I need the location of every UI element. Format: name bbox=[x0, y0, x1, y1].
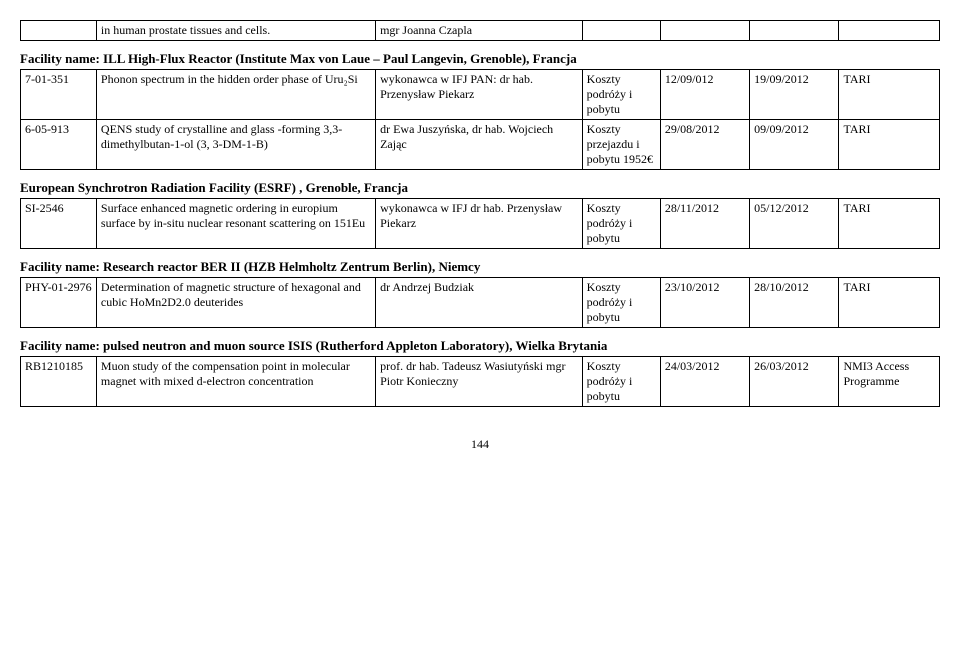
page-number: 144 bbox=[20, 437, 940, 452]
cell-desc: Determination of magnetic structure of h… bbox=[96, 278, 375, 328]
cell-date2 bbox=[750, 21, 839, 41]
cell-cost bbox=[582, 21, 660, 41]
cell-src: NMI3 Access Programme bbox=[839, 357, 940, 407]
cell-src bbox=[839, 21, 940, 41]
cell-cost: Koszty podróży i pobytu bbox=[582, 278, 660, 328]
cell-id: SI-2546 bbox=[21, 199, 97, 249]
cell-date1: 12/09/012 bbox=[660, 70, 749, 120]
cell-person: dr Andrzej Budziak bbox=[376, 278, 583, 328]
cell-date2: 09/09/2012 bbox=[750, 120, 839, 170]
cell-person: mgr Joanna Czapla bbox=[376, 21, 583, 41]
cell-src: TARI bbox=[839, 199, 940, 249]
cell-cost: Koszty przejazdu i pobytu 1952€ bbox=[582, 120, 660, 170]
cell-cost: Koszty podróży i pobytu bbox=[582, 357, 660, 407]
cell-desc: QENS study of crystalline and glass -for… bbox=[96, 120, 375, 170]
cell-person: dr Ewa Juszyńska, dr hab. Wojciech Zając bbox=[376, 120, 583, 170]
cell-date2: 05/12/2012 bbox=[750, 199, 839, 249]
table-row: 6-05-913QENS study of crystalline and gl… bbox=[21, 120, 940, 170]
cell-date2: 26/03/2012 bbox=[750, 357, 839, 407]
cell-desc: Surface enhanced magnetic ordering in eu… bbox=[96, 199, 375, 249]
cell-desc: Phonon spectrum in the hidden order phas… bbox=[96, 70, 375, 120]
facility-table: RB1210185Muon study of the compensation … bbox=[20, 356, 940, 407]
top-fragment-table: in human prostate tissues and cells. mgr… bbox=[20, 20, 940, 41]
facility-title: European Synchrotron Radiation Facility … bbox=[20, 180, 940, 196]
table-row: SI-2546Surface enhanced magnetic orderin… bbox=[21, 199, 940, 249]
cell-date1: 28/11/2012 bbox=[660, 199, 749, 249]
cell-cost: Koszty podróży i pobytu bbox=[582, 70, 660, 120]
table-row: in human prostate tissues and cells. mgr… bbox=[21, 21, 940, 41]
cell-date1: 24/03/2012 bbox=[660, 357, 749, 407]
cell-src: TARI bbox=[839, 70, 940, 120]
cell-date1 bbox=[660, 21, 749, 41]
cell-date2: 28/10/2012 bbox=[750, 278, 839, 328]
cell-id: PHY-01-2976 bbox=[21, 278, 97, 328]
cell-date2: 19/09/2012 bbox=[750, 70, 839, 120]
cell-src: TARI bbox=[839, 278, 940, 328]
table-row: 7-01-351Phonon spectrum in the hidden or… bbox=[21, 70, 940, 120]
cell-person: wykonawca w IFJ dr hab. Przenysław Pieka… bbox=[376, 199, 583, 249]
cell-id: 7-01-351 bbox=[21, 70, 97, 120]
cell-id: RB1210185 bbox=[21, 357, 97, 407]
facility-table: 7-01-351Phonon spectrum in the hidden or… bbox=[20, 69, 940, 170]
facility-table: SI-2546Surface enhanced magnetic orderin… bbox=[20, 198, 940, 249]
cell-person: prof. dr hab. Tadeusz Wasiutyński mgr Pi… bbox=[376, 357, 583, 407]
table-row: PHY-01-2976Determination of magnetic str… bbox=[21, 278, 940, 328]
facility-title: Facility name: Research reactor BER II (… bbox=[20, 259, 940, 275]
cell-date1: 29/08/2012 bbox=[660, 120, 749, 170]
cell-id bbox=[21, 21, 97, 41]
cell-cost: Koszty podróży i pobytu bbox=[582, 199, 660, 249]
cell-id: 6-05-913 bbox=[21, 120, 97, 170]
cell-date1: 23/10/2012 bbox=[660, 278, 749, 328]
facility-title: Facility name: ILL High-Flux Reactor (In… bbox=[20, 51, 940, 67]
facility-table: PHY-01-2976Determination of magnetic str… bbox=[20, 277, 940, 328]
cell-desc: Muon study of the compensation point in … bbox=[96, 357, 375, 407]
cell-person: wykonawca w IFJ PAN: dr hab. Przenysław … bbox=[376, 70, 583, 120]
cell-desc: in human prostate tissues and cells. bbox=[96, 21, 375, 41]
cell-src: TARI bbox=[839, 120, 940, 170]
facility-title: Facility name: pulsed neutron and muon s… bbox=[20, 338, 940, 354]
table-row: RB1210185Muon study of the compensation … bbox=[21, 357, 940, 407]
